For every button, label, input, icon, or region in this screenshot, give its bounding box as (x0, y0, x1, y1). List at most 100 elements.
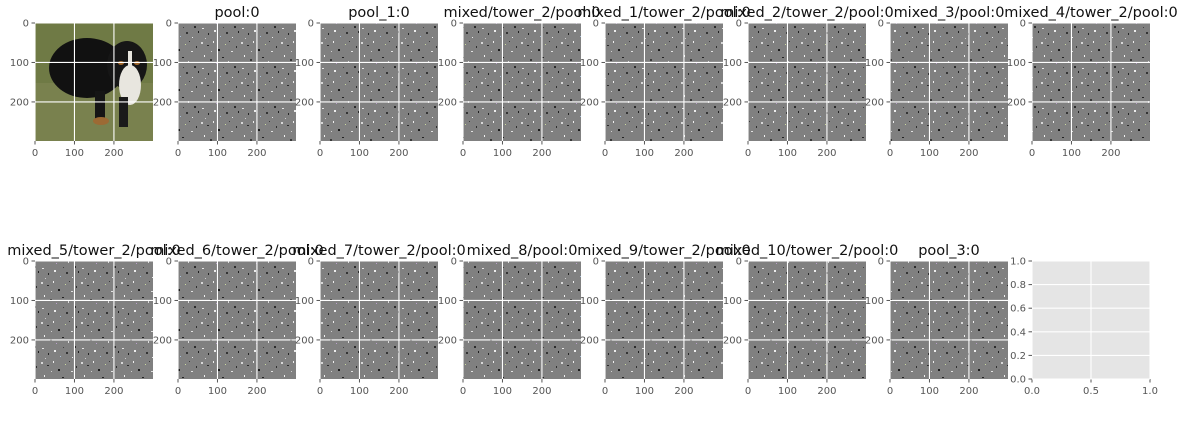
x-tick-label: 1.0 (1142, 386, 1158, 397)
y-tick-label: 200 (580, 335, 599, 346)
subplot-title: mixed/tower_2/pool:0 (443, 5, 600, 21)
x-tick-label: 0 (887, 386, 893, 397)
subplot-title: mixed_3/pool:0 (894, 5, 1005, 21)
x-tick-label: 100 (65, 386, 84, 397)
y-tick-label: 0 (166, 257, 172, 268)
y-tick-label: 0 (308, 257, 314, 268)
x-tick-label: 200 (959, 148, 978, 159)
subplot-title: pool_1:0 (348, 5, 410, 21)
y-tick-label: 200 (295, 97, 314, 108)
x-tick-label: 0 (602, 148, 608, 159)
x-tick-label: 200 (247, 386, 266, 397)
y-tick-label: 100 (295, 296, 314, 307)
x-tick-label: 0 (317, 148, 323, 159)
x-tick-label: 0.0 (1024, 386, 1040, 397)
x-tick-label: 200 (104, 386, 123, 397)
x-tick-label: 100 (635, 148, 654, 159)
x-tick-label: 200 (1101, 148, 1120, 159)
subplot-1: 0 100 200 0 100 200 pool:0 (153, 5, 296, 159)
gradient-noise-image (748, 261, 866, 379)
y-tick-label: 100 (438, 58, 457, 69)
y-tick-label: 0 (593, 257, 599, 268)
x-tick-label: 200 (532, 148, 551, 159)
y-tick-label: 100 (295, 58, 314, 69)
y-tick-label: 100 (723, 58, 742, 69)
y-tick-label: 100 (723, 296, 742, 307)
subplot-title: pool:0 (214, 5, 259, 21)
y-tick-label: 0 (878, 19, 884, 30)
x-tick-label: 0 (460, 148, 466, 159)
y-tick-label: 200 (438, 97, 457, 108)
y-tick-label: 100 (580, 296, 599, 307)
y-tick-label: 100 (865, 296, 884, 307)
y-tick-label: 0 (451, 257, 457, 268)
y-tick-label: 0 (1020, 19, 1026, 30)
subplot-6: 0 100 200 0 100 200 mixed_3/pool:0 (865, 5, 1008, 159)
y-tick-label: 100 (438, 296, 457, 307)
y-tick-label: 200 (10, 335, 29, 346)
x-tick-label: 200 (247, 148, 266, 159)
y-tick-label: 0 (308, 19, 314, 30)
y-tick-label: 200 (865, 335, 884, 346)
x-tick-label: 0 (887, 148, 893, 159)
y-tick-label: 0 (878, 257, 884, 268)
x-tick-label: 100 (208, 148, 227, 159)
y-tick-label: 200 (153, 335, 172, 346)
x-tick-label: 0 (745, 148, 751, 159)
x-tick-label: 100 (350, 148, 369, 159)
y-tick-label: 100 (10, 296, 29, 307)
y-tick-label: 100 (1007, 58, 1026, 69)
y-tick-label: 200 (723, 97, 742, 108)
x-tick-label: 200 (389, 148, 408, 159)
x-tick-label: 0 (745, 386, 751, 397)
subplot-5: 0 100 200 0 100 200 mixed_2/tower_2/pool:0 (720, 5, 894, 159)
x-tick-label: 200 (817, 148, 836, 159)
subplot-10: 0 100 200 0 100 200 mixed_7/tower_2/pool:0 (292, 243, 466, 397)
subplot-0: 0 100 200 0 100 200 (10, 19, 153, 159)
x-tick-label: 0 (32, 386, 38, 397)
subplot-14: 0 100 200 0 100 200 pool_3:0 (865, 243, 1008, 397)
y-tick-label: 200 (295, 335, 314, 346)
y-tick-label: 100 (580, 58, 599, 69)
y-tick-label: 0 (23, 19, 29, 30)
y-tick-label: 200 (10, 97, 29, 108)
x-tick-label: 0 (460, 386, 466, 397)
gradient-noise-image (320, 23, 438, 141)
x-tick-label: 100 (1062, 148, 1081, 159)
subplot-title: mixed_9/tower_2/pool:0 (577, 243, 751, 259)
y-tick-label: 100 (10, 58, 29, 69)
dog-leg-back (95, 91, 105, 121)
gradient-noise-image (463, 23, 581, 141)
gradient-noise-image (463, 261, 581, 379)
x-tick-label: 0 (32, 148, 38, 159)
subplot-3: 0 100 200 0 100 200 mixed/tower_2/pool:0 (438, 5, 601, 159)
x-tick-label: 100 (920, 386, 939, 397)
y-tick-label: 100 (153, 296, 172, 307)
x-tick-label: 100 (635, 386, 654, 397)
x-tick-label: 100 (350, 386, 369, 397)
gradient-noise-image (178, 23, 296, 141)
x-tick-label: 200 (389, 386, 408, 397)
y-tick-label: 100 (153, 58, 172, 69)
dog-chest (119, 65, 141, 105)
y-tick-label: 0 (451, 19, 457, 30)
y-tick-label: 200 (438, 335, 457, 346)
x-tick-label: 0 (175, 386, 181, 397)
y-tick-label: 200 (723, 335, 742, 346)
subplot-13: 0 100 200 0 100 200 mixed_10/tower_2/pool:0 (716, 243, 899, 397)
x-tick-label: 200 (674, 386, 693, 397)
y-tick-label: 200 (153, 97, 172, 108)
subplot-11: 0 100 200 0 100 200 mixed_8/pool:0 (438, 243, 581, 397)
x-tick-label: 100 (920, 148, 939, 159)
x-tick-label: 100 (493, 386, 512, 397)
subplot-4: 0 100 200 0 100 200 mixed_1/tower_2/pool:0 (577, 5, 751, 159)
subplot-title: mixed_7/tower_2/pool:0 (292, 243, 466, 259)
subplot-9: 0 100 200 0 100 200 mixed_6/tower_2/pool:0 (150, 243, 324, 397)
x-tick-label: 0 (1029, 148, 1035, 159)
gradient-noise-image (605, 23, 723, 141)
x-tick-label: 0 (317, 386, 323, 397)
y-tick-label: 200 (1007, 97, 1026, 108)
subplot-8: 0 100 200 0 100 200 mixed_5/tower_2/pool:0 (7, 243, 181, 397)
subplot-title: mixed_4/tower_2/pool:0 (1004, 5, 1178, 21)
